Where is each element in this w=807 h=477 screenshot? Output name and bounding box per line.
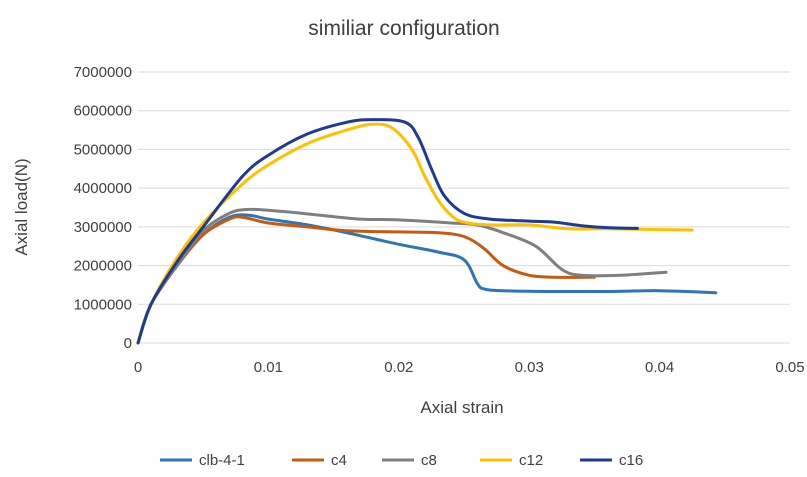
y-tick-label: 1000000 [74,296,132,313]
legend-label: c16 [619,452,643,469]
x-axis-ticks: 0 0.01 0.02 0.03 0.04 0.05 [134,359,805,376]
legend-label: clb-4-1 [199,452,245,469]
series-line-c4 [136,215,596,345]
y-tick-label: 4000000 [74,180,132,197]
gridlines [138,71,790,344]
legend-label: c8 [421,452,437,469]
chart-title: similiar configuration [308,17,499,40]
y-axis-label: Axial load(N) [12,158,31,255]
x-tick-label: 0.05 [775,359,804,376]
x-axis-label: Axial strain [420,398,503,417]
legend: clb-4-1 c4 c8 c12 c16 [160,452,643,469]
x-tick-label: 0.03 [515,359,544,376]
legend-label: c4 [331,452,347,469]
x-tick-label: 0.04 [645,359,674,376]
y-tick-label: 2000000 [74,258,132,275]
y-tick-label: 5000000 [74,141,132,158]
x-tick-label: 0.01 [254,359,283,376]
x-tick-label: 0.02 [384,359,413,376]
legend-label: c12 [519,452,543,469]
y-tick-label: 6000000 [74,103,132,120]
x-tick-label: 0 [134,359,142,376]
series-lines [136,118,718,345]
series-line-c8 [136,207,668,345]
y-axis-ticks: 0 1000000 2000000 3000000 4000000 5000000 6000… [74,64,132,352]
y-tick-label: 3000000 [74,219,132,236]
series-line-clb-4-1 [136,213,718,345]
y-tick-label: 7000000 [74,64,132,81]
y-tick-label: 0 [124,335,132,352]
series-line-c16 [136,118,639,345]
